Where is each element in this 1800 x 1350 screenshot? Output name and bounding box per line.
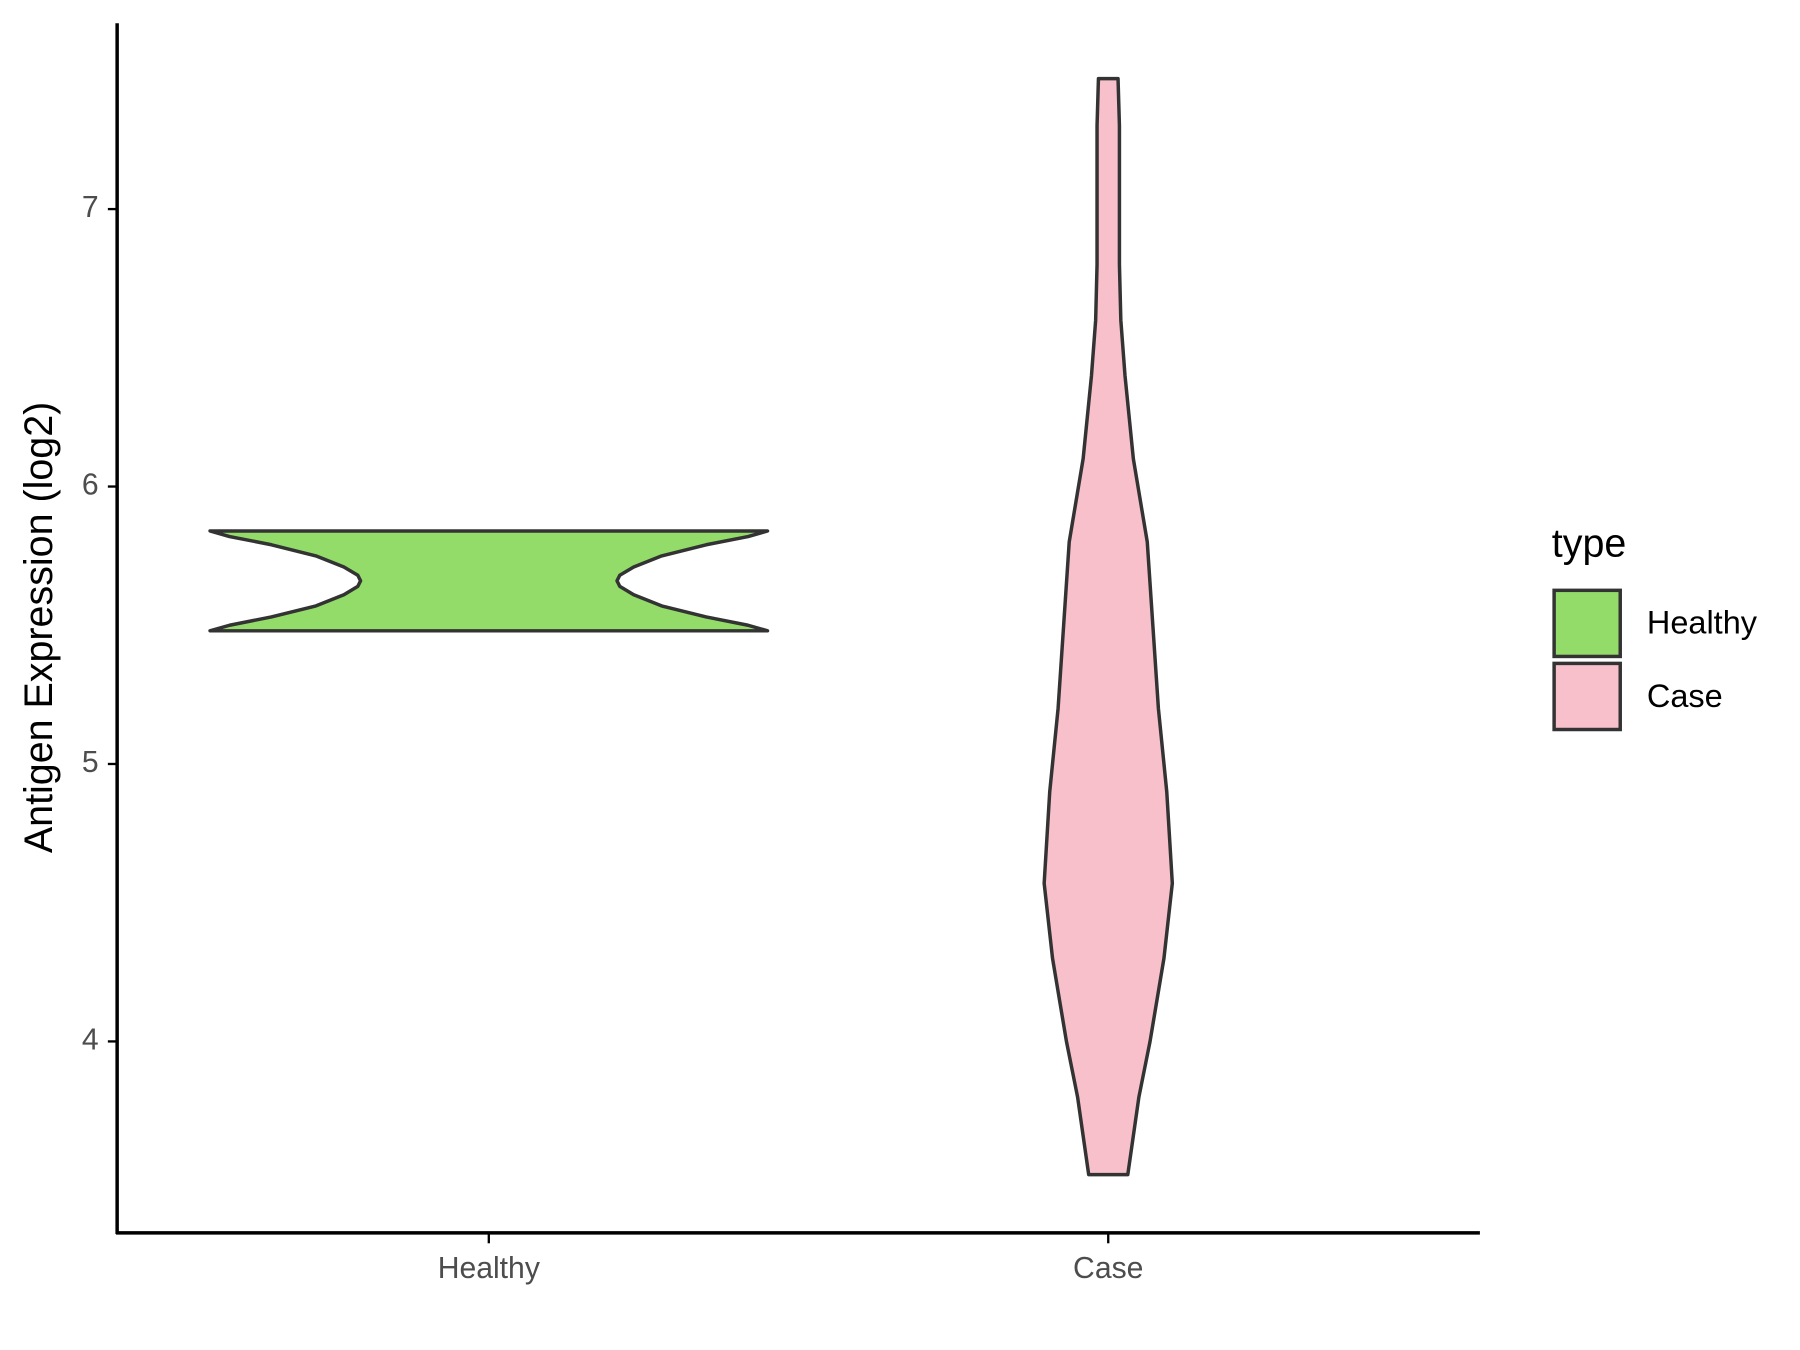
y-tick-label: 4 [82,1023,99,1056]
y-axis-title: Antigen Expression (log2) [17,402,61,853]
legend-title: type [1552,522,1627,566]
legend-label: Healthy [1647,605,1758,641]
violin [1042,76,1175,1177]
y-tick-label: 7 [82,191,99,224]
y-tick-label: 6 [82,468,99,501]
x-tick-label: Healthy [438,1252,541,1285]
legend-key [1552,588,1622,659]
y-tick-label: 5 [82,746,99,779]
legend-label: Case [1647,678,1723,714]
legend-key [1552,661,1622,732]
violin [208,529,770,633]
x-tick-label: Case [1073,1252,1143,1285]
